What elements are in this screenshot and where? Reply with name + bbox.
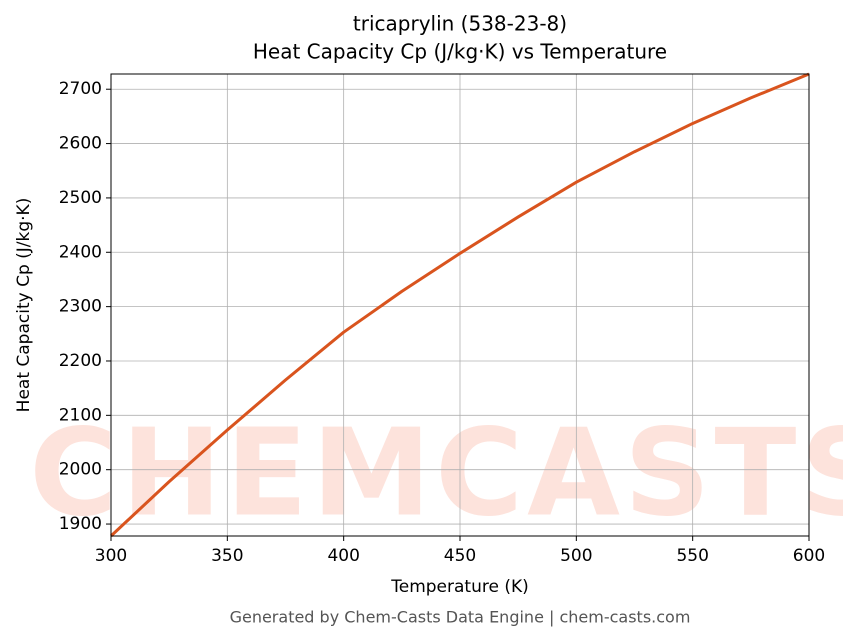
x-tick-label: 350	[211, 546, 243, 566]
y-tick-label: 2700	[59, 79, 102, 99]
y-tick-label: 2400	[59, 242, 102, 262]
y-tick-label: 2100	[59, 405, 102, 425]
x-tick-label: 450	[444, 546, 476, 566]
y-tick-label: 2600	[59, 134, 102, 154]
x-tick-label: 300	[95, 546, 127, 566]
y-tick-label: 2000	[59, 460, 102, 480]
data-line	[109, 72, 810, 538]
x-axis-label: Temperature (K)	[390, 577, 529, 597]
y-tick-label: 2300	[59, 297, 102, 317]
watermark: CHEMCASTS	[29, 405, 843, 544]
y-axis-label: Heat Capacity Cp (J/kg·K)	[14, 198, 34, 413]
chart-title: tricaprylin (538-23-8)	[353, 12, 567, 36]
y-tick-label: 2200	[59, 351, 102, 371]
y-tick-label: 2500	[59, 188, 102, 208]
x-tick-label: 400	[327, 546, 359, 566]
x-tick-label: 500	[560, 546, 592, 566]
x-tick-label: 600	[793, 546, 825, 566]
footer: Generated by Chem-Casts Data Engine | ch…	[230, 608, 691, 627]
y-tick-label: 1900	[59, 514, 102, 534]
chart-subtitle: Heat Capacity Cp (J/kg·K) vs Temperature	[253, 40, 667, 64]
plot-frame	[110, 73, 810, 537]
x-tick-label: 550	[676, 546, 708, 566]
